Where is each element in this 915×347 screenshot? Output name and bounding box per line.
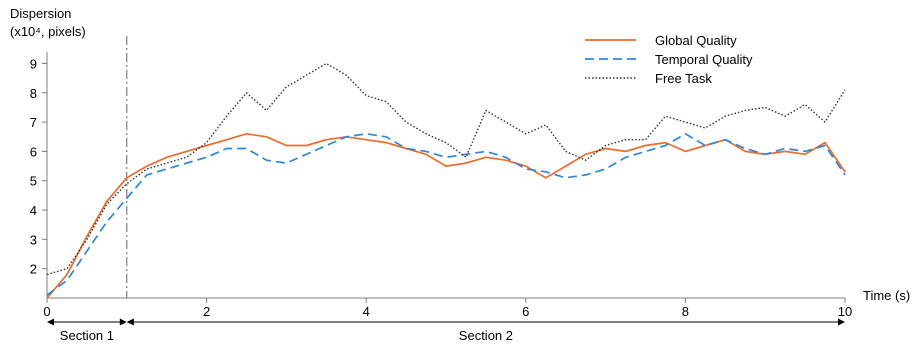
legend-label: Global Quality: [655, 33, 737, 48]
x-axis-label: Time (s): [863, 288, 910, 303]
series-line-global-quality: [46, 132, 846, 299]
y-tick-label: 2: [30, 262, 37, 277]
legend: Global Quality Temporal Quality Free Task: [585, 33, 753, 86]
y-tick-label: 6: [30, 144, 37, 159]
series-line-free-task: [46, 62, 846, 276]
legend-label: Free Task: [655, 71, 712, 86]
y-ticks: 2 3 4 5 6 7 8 9: [30, 56, 47, 277]
section-arrowhead-right: [838, 318, 845, 326]
y-tick-label: 5: [30, 174, 37, 189]
y-tick-label: 3: [30, 232, 37, 247]
y-tick-label: 9: [30, 56, 37, 71]
section-arrowhead-right: [119, 318, 127, 326]
x-tick-label: 2: [203, 304, 210, 319]
y-tick-label: 7: [30, 115, 37, 130]
sections-group: Section 1 Section 2: [47, 318, 845, 343]
section-arrowhead-left: [126, 318, 134, 326]
x-tick-label: 0: [43, 304, 50, 319]
x-tick-label: 10: [838, 304, 852, 319]
y-tick-label: 4: [30, 203, 37, 218]
section-label: Section 2: [459, 328, 513, 343]
axes: [46, 36, 845, 299]
x-tick-label: 6: [522, 304, 529, 319]
y-axis-label-line-1: Dispersion: [10, 6, 71, 21]
x-tick-label: 8: [682, 304, 689, 319]
series-line-temporal-quality: [46, 132, 846, 296]
x-tick-label: 4: [363, 304, 370, 319]
x-ticks: 0 2 4 6 8 10: [43, 298, 852, 319]
legend-label: Temporal Quality: [655, 52, 753, 67]
section-arrowhead-left: [47, 318, 54, 326]
y-tick-label: 8: [30, 86, 37, 101]
section-label: Section 1: [60, 328, 114, 343]
y-axis-label-line-2: (x10⁴, pixels): [10, 24, 86, 39]
series-group: [46, 62, 846, 299]
